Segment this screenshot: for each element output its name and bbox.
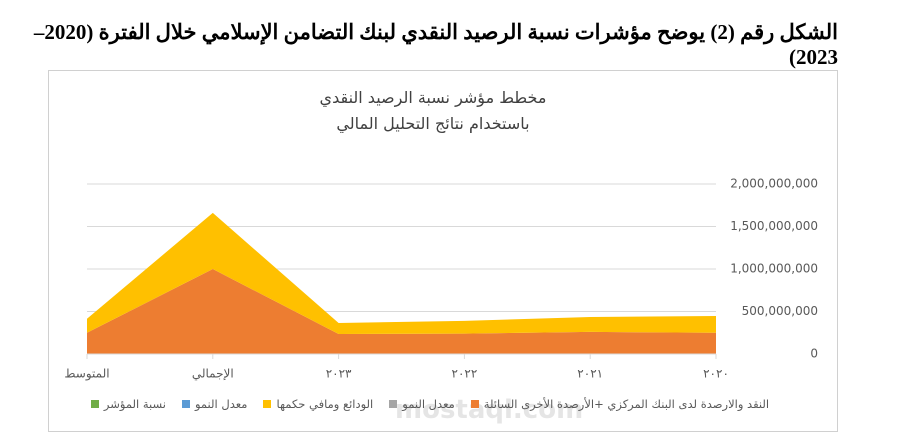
legend-label: الودائع ومافي حكمها: [276, 397, 374, 411]
chart-frame: [48, 70, 838, 432]
chart-title: مخطط مؤشر نسبة الرصيد النقدي: [319, 88, 547, 107]
x-tick-label: ٢٠٢٢: [452, 367, 478, 381]
legend-swatch: [181, 400, 190, 408]
legend-label: نسبة المؤشر: [103, 397, 166, 411]
y-tick-label: 0: [810, 347, 818, 361]
y-tick-label: 500,000,000: [742, 304, 818, 318]
x-tick-label: ٢٠٢٣: [326, 367, 352, 381]
legend-item: معدل النمو: [181, 397, 248, 411]
legend-item: النقد والارصدة لدى البنك المركزي +الأرصد…: [470, 397, 770, 411]
area: [87, 269, 716, 354]
legend-item: معدل النمو: [389, 397, 455, 411]
legend-item: الودائع ومافي حكمها: [263, 397, 373, 411]
legend-label: معدل النمو: [194, 397, 248, 411]
caption: الشكل رقم (2) يوضح مؤشرات نسبة الرصيد ال…: [33, 20, 838, 69]
legend-label: معدل النمو: [402, 397, 455, 411]
x-tick-label: المتوسط: [64, 367, 109, 382]
legend: نسبة المؤشر معدل النمو الودائع ومافي حكمها…: [60, 397, 800, 411]
legend-swatch: [470, 400, 479, 408]
legend-label: النقد والارصدة لدى البنك المركزي +الأرصد…: [483, 397, 770, 411]
x-tick-label: ٢٠٢٠: [703, 367, 729, 381]
x-tick-label: الإجمالي: [192, 367, 234, 381]
legend-swatch: [263, 400, 272, 408]
area: [87, 212, 716, 323]
y-tick-label: 2,000,000,000: [730, 177, 818, 191]
chart-subtitle: باستخدام نتائج التحليل المالي: [336, 114, 530, 133]
watermark: mostaql.com: [395, 395, 584, 425]
y-tick-label: 1,000,000,000: [730, 262, 818, 276]
legend-swatch: [90, 400, 99, 408]
legend-swatch: [389, 400, 398, 408]
area: [87, 212, 716, 335]
x-tick-label: ٢٠٢١: [577, 367, 603, 381]
legend-item: نسبة المؤشر: [90, 397, 166, 411]
y-tick-label: 1,500,000,000: [730, 219, 818, 233]
